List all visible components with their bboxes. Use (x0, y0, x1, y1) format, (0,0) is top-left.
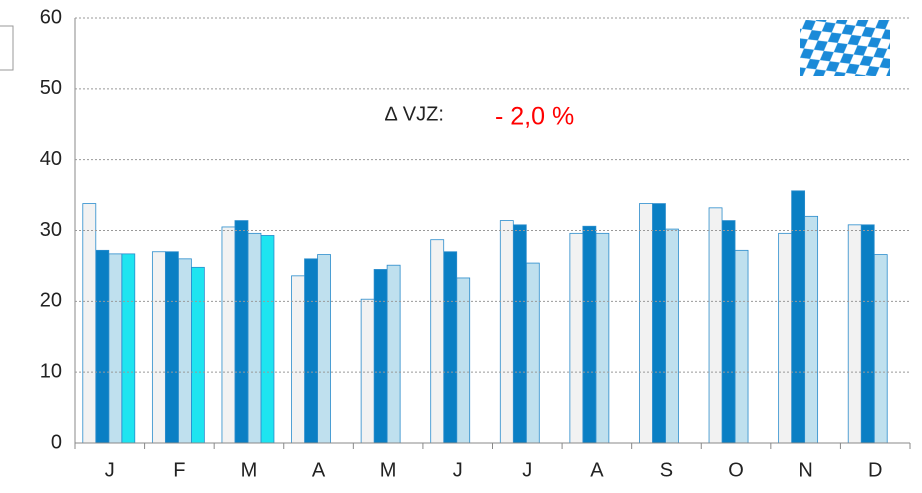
bar (652, 203, 666, 444)
bar (665, 228, 679, 444)
bar (708, 207, 723, 444)
x-tick-label: M (380, 459, 397, 481)
bar (151, 251, 166, 444)
flag-icon (800, 20, 890, 76)
x-tick-label: J (522, 459, 532, 481)
x-tick-label: A (312, 459, 326, 481)
x-tick-label: O (728, 459, 744, 481)
bar (260, 235, 275, 444)
bar (734, 249, 749, 444)
bar (721, 220, 736, 444)
x-tick-label: N (798, 459, 812, 481)
bar (525, 262, 540, 444)
bar (304, 258, 318, 444)
bar (860, 224, 875, 444)
x-tick-label: J (453, 459, 463, 481)
bar (804, 215, 819, 444)
bar (164, 251, 179, 444)
y-tick-label: 30 (40, 219, 62, 241)
y-tick-label: 0 (51, 431, 62, 453)
bar (95, 249, 110, 444)
bar (847, 224, 862, 444)
x-tick-label: S (660, 459, 673, 481)
bar (582, 225, 597, 444)
bar (360, 298, 375, 444)
annotation: - 2,0 % (495, 103, 574, 131)
x-tick-label: A (590, 459, 604, 481)
x-tick-label: M (241, 459, 258, 481)
y-tick-label: 20 (40, 290, 62, 312)
bar (443, 251, 458, 444)
y-tick-label: 40 (40, 148, 62, 170)
bar (873, 254, 888, 444)
y-tick-label: 50 (40, 77, 62, 99)
x-tick-label: D (868, 459, 882, 481)
partial-box (0, 25, 14, 71)
y-tick-label: 10 (40, 360, 62, 382)
bar (595, 232, 610, 444)
bar (247, 232, 262, 444)
bar (456, 277, 471, 444)
annotation: ∆ VJZ: (385, 103, 444, 125)
bar (791, 190, 806, 444)
bar (108, 253, 123, 444)
bar (121, 253, 136, 444)
bar (373, 269, 388, 444)
y-tick-label: 60 (40, 6, 62, 28)
bar (386, 264, 401, 444)
bar (569, 232, 584, 444)
x-tick-label: F (173, 459, 185, 481)
bar (317, 254, 331, 444)
bar (499, 220, 514, 444)
x-tick-label: J (105, 459, 115, 481)
bar (190, 266, 205, 444)
bar (430, 239, 445, 444)
bar (221, 226, 236, 444)
bar (291, 275, 305, 444)
bar (234, 220, 249, 444)
bar (177, 258, 192, 444)
bar (82, 203, 97, 444)
bar (778, 232, 793, 444)
bar (512, 224, 527, 444)
bar (639, 203, 653, 444)
